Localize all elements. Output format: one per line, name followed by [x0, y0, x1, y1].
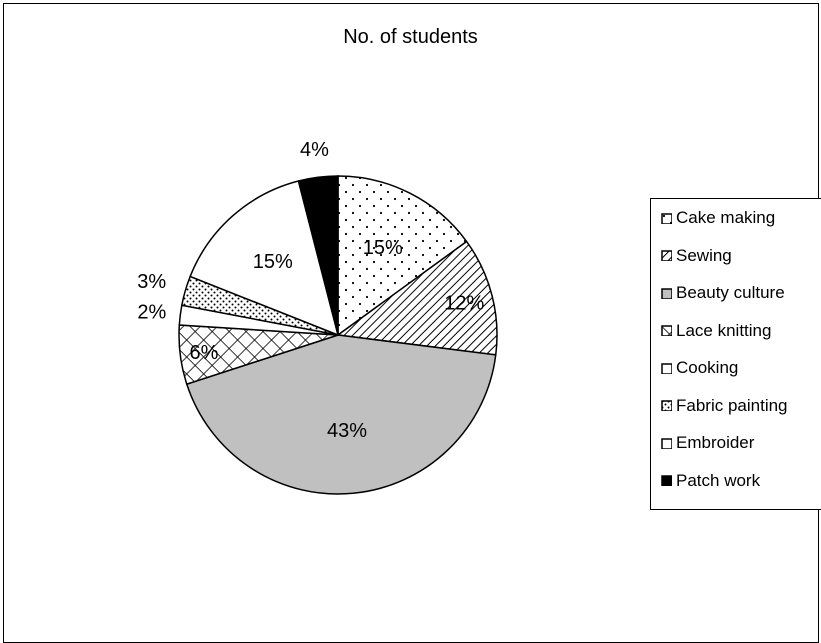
legend-item-patch-work: Patch work [661, 471, 760, 491]
legend-item-fabric-painting: Fabric painting [661, 396, 788, 416]
legend-swatch [661, 325, 672, 336]
legend-label: Cooking [676, 358, 739, 377]
legend-label: Cake making [676, 208, 776, 227]
chart-title: No. of students [343, 26, 478, 48]
data-label-beauty-culture: 43% [327, 420, 367, 442]
legend-label: Fabric painting [676, 395, 788, 415]
legend-item-embroider: Embroider [661, 433, 754, 453]
legend: Cake making Sewing Beauty culture Lace knit… [650, 198, 821, 510]
legend-swatch [661, 400, 672, 411]
legend-item-sewing: Sewing [661, 246, 732, 266]
legend-item-lace-knitting: Lace knitting [661, 321, 771, 341]
pie-slice-patch-work [297, 175, 339, 336]
legend-label: Patch work [676, 470, 761, 490]
data-label-sewing: 12% [444, 293, 484, 315]
legend-swatch [661, 362, 672, 374]
data-label-cooking: 2% [137, 301, 166, 323]
legend-swatch [661, 212, 672, 224]
legend-label: Sewing [676, 245, 732, 265]
data-label-fabric-painting: 3% [137, 271, 166, 293]
data-label-lace-knitting: 6% [189, 342, 218, 364]
legend-item-cake-making: Cake making [661, 208, 775, 228]
data-label-embroider: 15% [253, 251, 293, 273]
legend-swatch [661, 475, 672, 486]
legend-label: Embroider [676, 433, 755, 452]
legend-label: Lace knitting [676, 320, 772, 340]
pie-slice-embroider [189, 180, 340, 337]
pie-slice-cake-making [337, 175, 468, 337]
legend-item-beauty-culture: Beauty culture [661, 283, 785, 303]
legend-swatch [661, 287, 672, 299]
data-label-patch-work: 4% [300, 139, 329, 161]
data-label-cake-making: 15% [363, 237, 403, 259]
legend-swatch [661, 250, 672, 261]
pie-slice-beauty-culture [185, 334, 497, 495]
legend-swatch [661, 437, 672, 449]
legend-label: Beauty culture [676, 283, 785, 302]
pie-slice-sewing [336, 240, 498, 356]
legend-item-cooking: Cooking [661, 358, 738, 378]
